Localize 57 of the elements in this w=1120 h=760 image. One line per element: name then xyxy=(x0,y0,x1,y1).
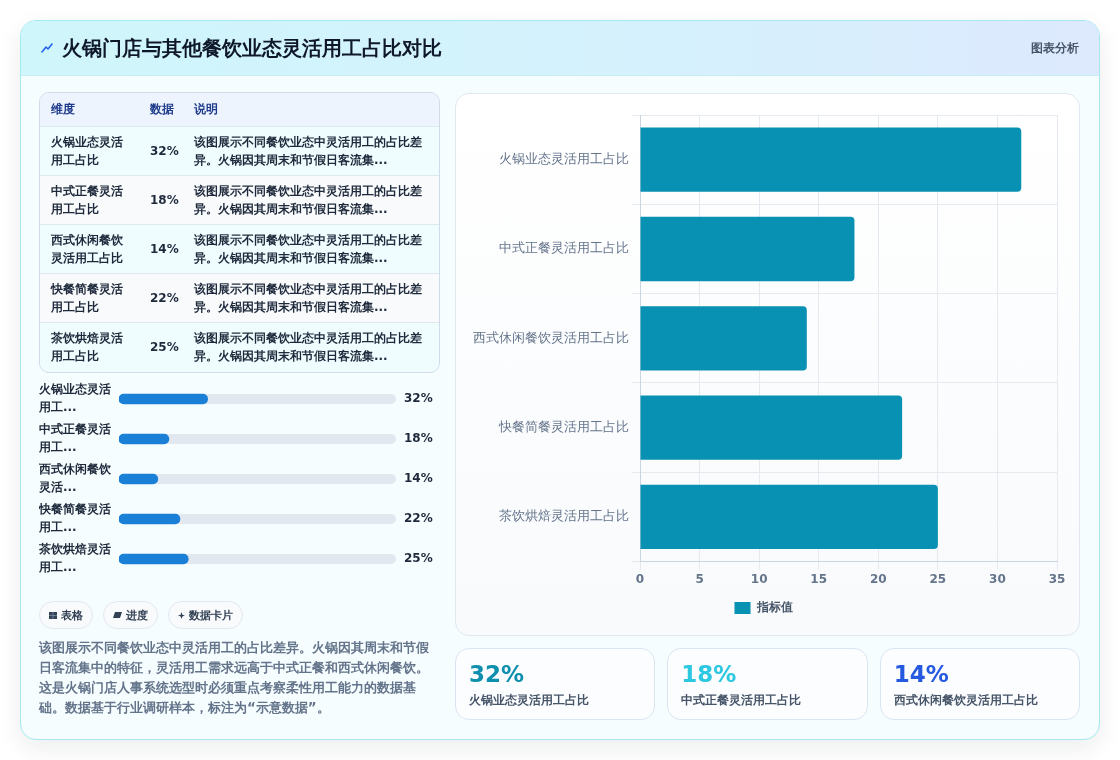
text: 该图展示不同餐饮业态中灵活用工的占比差异。火锅因其周末和节假日客流集... xyxy=(194,330,422,363)
bar xyxy=(640,484,938,550)
data-label: 14% xyxy=(404,471,433,486)
text: 数据 xyxy=(150,101,174,116)
bar xyxy=(640,306,807,371)
text: 说明 xyxy=(194,101,218,116)
text: 该图展示不同餐饮业态中灵活用工的占比差异。火锅因其周末和节假日客流集中的特征，灵活用工需求远高于中式正餐和西式休闲餐饮。这是火锅门店人事系统选型时必须重点考察柔性用工能力的数据基础。数据基于行业调研样本，标注为“示意数据”。 xyxy=(39,640,429,715)
y-tick-label: 快餐简餐灵活用工... xyxy=(38,502,111,535)
x-tick-label: 5 xyxy=(695,571,704,586)
x-tick-label: 35 xyxy=(1048,571,1066,586)
y-tick-label: 中式正餐灵活用工... xyxy=(38,422,111,455)
text: 该图展示不同餐饮业态中灵活用工的占比差异。火锅因其周末和节假日客流集... xyxy=(194,134,422,167)
data-label: 22% xyxy=(150,290,179,305)
category-label: 火锅业态灵活用工占比 xyxy=(469,693,589,707)
text: 图表分析 xyxy=(1031,39,1079,57)
y-tick-label: 火锅业态灵活用工占比 xyxy=(499,151,629,167)
data-label: 18% xyxy=(150,192,179,207)
y-tick-label: 中式正餐灵活用工占比 xyxy=(499,240,629,256)
data-label: 22% xyxy=(404,511,433,526)
bar xyxy=(119,513,181,525)
text: 该图展示不同餐饮业态中灵活用工的占比差异。火锅因其周末和节假日客流集... xyxy=(194,281,422,314)
data-label: 25% xyxy=(150,339,179,354)
data-label: 32% xyxy=(469,661,525,687)
text: 火锅门店与其他餐饮业态灵活用工占比对比 xyxy=(62,35,442,60)
data-label: 25% xyxy=(404,551,433,566)
x-tick-label: 30 xyxy=(989,571,1006,586)
bar xyxy=(119,473,159,485)
x-tick-label: 20 xyxy=(869,571,887,586)
x-tick-label: 0 xyxy=(635,571,645,586)
text: 该图展示不同餐饮业态中灵活用工的占比差异。火锅因其周末和节假日客流集... xyxy=(194,232,422,265)
data-label: 18% xyxy=(404,431,433,446)
y-tick-label: 快餐简餐灵活用工占比 xyxy=(498,418,629,434)
data-label: 14% xyxy=(150,241,179,256)
data-label: 32% xyxy=(404,391,433,406)
data-label: 14% xyxy=(893,661,949,687)
data-label: 18% xyxy=(681,661,737,687)
data-label: 32% xyxy=(150,143,179,158)
text: 维度 xyxy=(51,101,75,116)
x-tick-label: 25 xyxy=(929,571,947,586)
text: 数据卡片 xyxy=(189,607,233,623)
y-tick-label: 火锅业态灵活用工... xyxy=(38,382,111,415)
x-tick-label: 10 xyxy=(750,571,768,586)
bar xyxy=(119,433,170,445)
text: 该图展示不同餐饮业态中灵活用工的占比差异。火锅因其周末和节假日客流集... xyxy=(194,183,422,216)
category-label: 西式休闲餐饮灵活用工占比 xyxy=(893,693,1038,707)
bar xyxy=(640,127,1022,192)
bar xyxy=(640,395,903,460)
y-tick-label: 西式休闲餐饮灵活... xyxy=(38,462,112,495)
text: 进度 xyxy=(126,607,148,623)
category-label: 中式正餐灵活用工占比 xyxy=(681,693,802,707)
y-tick-label: 西式休闲餐饮灵活用工占比 xyxy=(473,329,629,345)
y-tick-label: 茶饮烘焙灵活用工占比 xyxy=(499,508,629,524)
x-tick-label: 15 xyxy=(810,571,828,586)
bar xyxy=(640,216,855,282)
text: 表格 xyxy=(61,607,83,623)
legend-label: 指标值 xyxy=(755,600,793,615)
y-tick-label: 茶饮烘焙灵活用工... xyxy=(38,542,111,575)
